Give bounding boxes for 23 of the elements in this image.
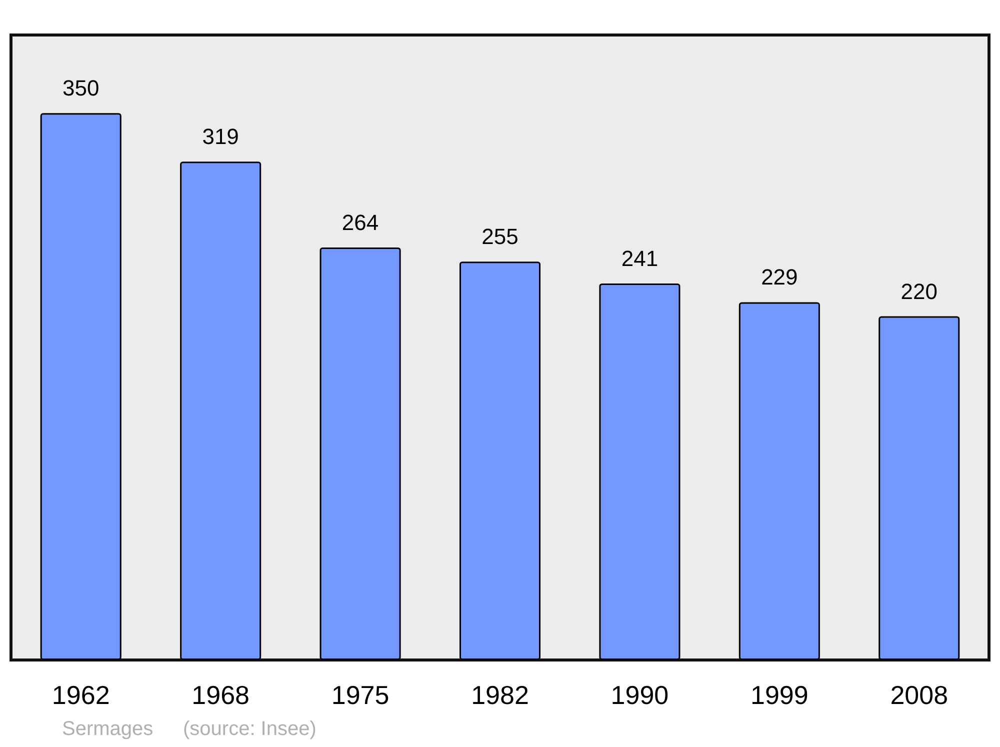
- data-label: 319: [202, 124, 239, 150]
- x-tick-label: 1975: [331, 680, 390, 710]
- bar: [459, 262, 541, 660]
- text: (source: Insee): [183, 718, 316, 740]
- bar: [738, 302, 820, 660]
- x-tick-label: 1999: [750, 680, 808, 710]
- data-label: 264: [342, 210, 379, 235]
- x-tick-label: 1968: [192, 680, 250, 710]
- x-tick-label: 2008: [890, 680, 948, 710]
- x-tick-label: 1962: [52, 680, 110, 710]
- bar: [180, 162, 262, 660]
- bar: [40, 113, 122, 660]
- x-tick-label: 1990: [610, 680, 669, 710]
- data-label: 255: [482, 224, 518, 250]
- data-label: 220: [900, 278, 938, 304]
- bar: [599, 283, 680, 660]
- x-tick-label: 1982: [471, 680, 529, 710]
- data-label: 241: [621, 246, 658, 271]
- bar: [878, 316, 960, 660]
- data-label: 229: [761, 264, 798, 290]
- data-label: 350: [62, 76, 100, 101]
- text: Sermages: [62, 718, 154, 740]
- bar: [320, 248, 401, 660]
